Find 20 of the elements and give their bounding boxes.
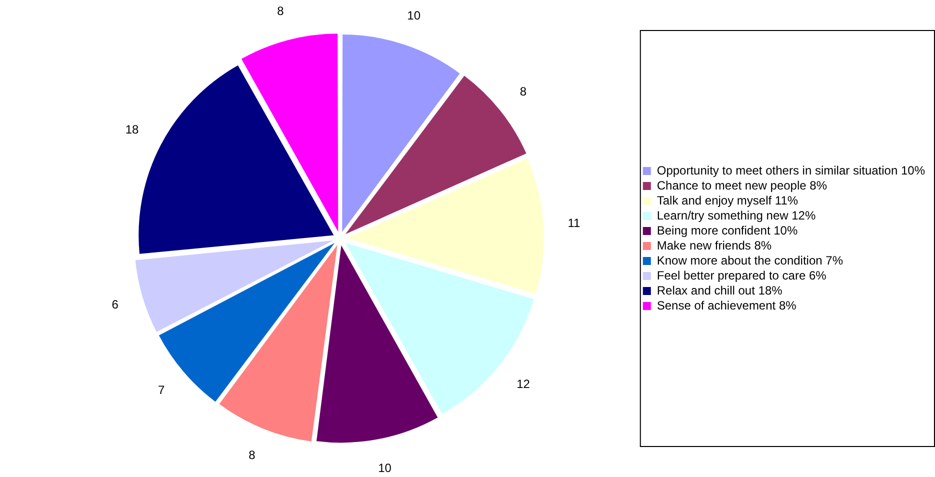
data-label: 6: [112, 298, 119, 312]
legend-label: Opportunity to meet others in similar situation 10%: [656, 163, 926, 178]
legend-label: Make new friends 8%: [656, 238, 772, 252]
data-label: 8: [520, 84, 527, 99]
data-label: 8: [248, 448, 256, 462]
legend-label: Know more about the condition 7%: [656, 253, 844, 268]
legend-label: Talk and enjoy myself 11%: [656, 193, 798, 208]
legend-label: Being more confident 10%: [656, 223, 798, 238]
data-label: 8: [277, 4, 284, 18]
legend-label: Sense of achievement 8%: [656, 298, 797, 312]
legend-label: Relax and chill out 18%: [656, 283, 783, 298]
data-label: 12: [516, 377, 530, 392]
data-label: 11: [568, 216, 581, 230]
legend-label: Feel better prepared to care 6%: [656, 268, 827, 282]
legend-label: Learn/try something new 12%: [656, 208, 816, 222]
legend-label: Chance to meet new people 8%: [656, 178, 828, 192]
data-label: 10: [407, 8, 421, 22]
data-label: 18: [125, 122, 140, 136]
data-label: 10: [378, 460, 392, 475]
data-label: 7: [158, 382, 166, 397]
